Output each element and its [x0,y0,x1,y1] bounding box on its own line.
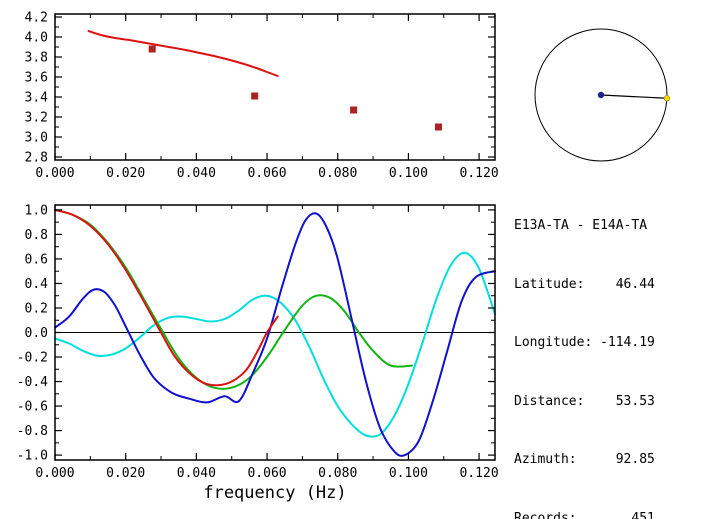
plot-frame [54,204,496,461]
cross-spectrum-cyan-path [54,251,496,438]
y-tick-label: -0.6 [17,400,48,415]
x-tick-label: 0.060 [247,466,286,481]
y-tick-label: 0.8 [25,228,48,243]
info-row-distance: Distance: 53.53 [514,392,655,412]
y-tick-label: 4.2 [25,11,48,26]
dispersion-point-marker [251,92,259,100]
x-tick-label: 0.060 [247,166,286,181]
plot-frame [54,13,496,161]
center-station-dot [597,91,605,99]
y-tick-label: 3.8 [25,51,48,66]
dispersion-point-marker [148,45,156,53]
y-tick-label: -1.0 [17,449,48,464]
bessel-fit-green-path [54,208,413,390]
records-value: 451 [631,510,655,519]
phase-velocity-curve-path [87,30,279,77]
y-tick-label: 2.8 [25,151,48,166]
x-tick-label: 0.020 [106,466,145,481]
longitude-value: -114.19 [600,335,655,350]
y-tick-label: 3.6 [25,71,48,86]
info-row-longitude: Longitude: -114.19 [514,333,655,353]
latitude-value: 46.44 [615,276,655,292]
y-tick-label: -0.4 [17,375,48,390]
y-tick-label: 1.0 [25,203,48,218]
y-tick-label: 3.4 [25,91,49,106]
distance-value: 53.53 [615,393,655,409]
latitude-label: Latitude: [514,276,585,292]
x-tick-label: 0.120 [460,466,499,481]
x-tick-label: 0.100 [389,166,428,181]
x-tick-label: 0.000 [35,466,74,481]
records-label: Records: [514,510,577,519]
cross-spectrum-blue-path [54,212,496,457]
info-row-records: Records: 451 [514,509,655,519]
y-tick-label: 0.6 [25,252,48,267]
longitude-label: Longitude: [514,335,593,350]
info-row-azimuth: Azimuth: 92.85 [514,450,655,470]
distance-label: Distance: [514,393,585,409]
station-info-panel: E13A-TA - E14A-TA Latitude: 46.44 Longitu… [514,177,655,519]
y-tick-label: 3.2 [25,111,48,126]
y-tick-label: 0.4 [25,277,49,292]
azimuth-label: Azimuth: [514,452,577,467]
azimuth-line [600,94,667,99]
azimuth-circle [534,28,668,162]
station-pair-label: E13A-TA - E14A-TA [514,218,648,233]
bessel-fit-red-path [54,208,279,387]
x-tick-label: 0.080 [318,466,357,481]
y-tick-label: -0.2 [17,351,48,366]
x-tick-label: 0.120 [460,166,499,181]
y-tick-label: 0.2 [25,301,48,316]
y-tick-label: 3.0 [25,131,48,146]
x-tick-label: 0.020 [106,166,145,181]
y-tick-label: 4.0 [25,31,48,46]
x-tick-label: 0.000 [35,166,74,181]
azimuth-value: 92.85 [615,452,655,467]
x-axis-title: frequency (Hz) [203,483,347,503]
azimuth-circle-map [534,28,671,162]
receiver-station-dot [663,95,671,102]
y-tick-label: -0.8 [17,424,48,439]
dispersion-chart: 0.000 0.020 0.040 0.060 0.080 0.100 0.120 2.8 3.… [25,11,499,182]
info-row-latitude: Latitude: 46.44 [514,275,655,295]
cross-spectrum-chart: 0.000 0.020 0.040 0.060 0.080 0.100 0.120 -1.0 -… [17,203,499,481]
dispersion-point-marker [350,106,358,114]
y-tick-label: 0.0 [25,326,48,341]
x-tick-label: 0.040 [177,466,216,481]
x-tick-label: 0.100 [389,466,428,481]
x-tick-label: 0.040 [177,166,216,181]
x-tick-label: 0.080 [318,166,357,181]
dispersion-point-marker [434,123,442,131]
